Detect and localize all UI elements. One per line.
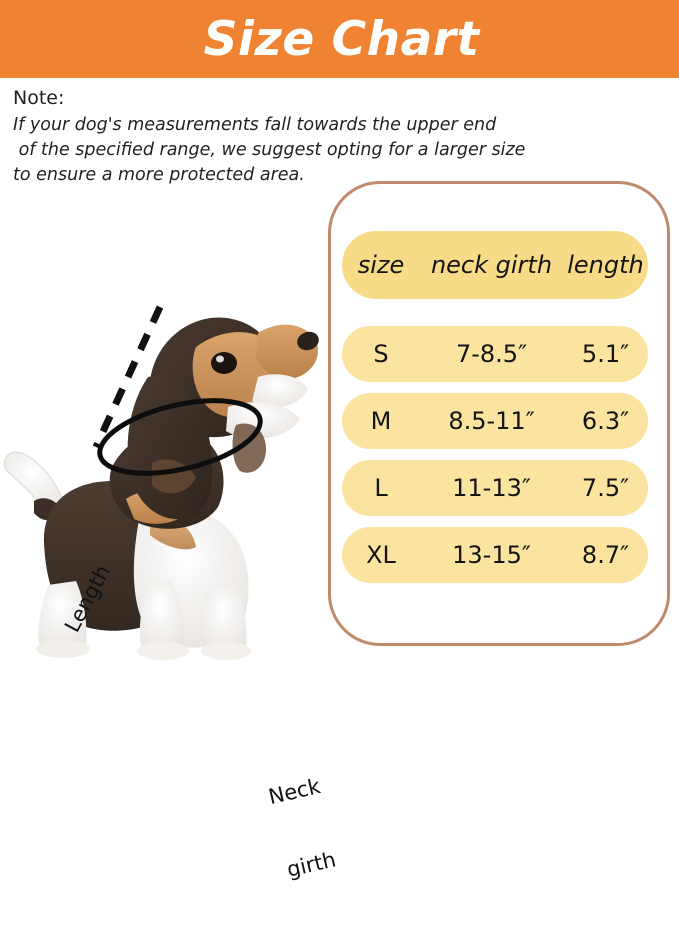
dog-photo: Length Neck girth <box>0 285 338 882</box>
table-row: L 11-13″ 7.5″ <box>342 460 648 516</box>
cell-length: 5.1″ <box>581 340 630 368</box>
beagle-puppy-illustration <box>4 305 319 660</box>
column-header-neck-girth: neck girth <box>430 251 553 279</box>
size-table-frame <box>328 181 670 646</box>
note-heading: Note: <box>13 87 65 109</box>
cell-length: 6.3″ <box>581 407 630 435</box>
note-block: Note: If your dog's measurements fall to… <box>13 86 526 188</box>
page-title: Size Chart <box>203 11 480 67</box>
cell-size: M <box>370 407 392 435</box>
cell-length: 7.5″ <box>581 474 630 502</box>
table-row: M 8.5-11″ 6.3″ <box>342 393 648 449</box>
cell-size: XL <box>366 541 396 569</box>
cell-neck-girth: 8.5-11″ <box>448 407 535 435</box>
length-dashed-line <box>92 305 164 449</box>
note-line-1: If your dog's measurements fall towards … <box>13 115 497 135</box>
note-line-2: of the specified range, we suggest optin… <box>13 140 526 160</box>
cell-length: 8.7″ <box>581 541 630 569</box>
cell-neck-girth: 7-8.5″ <box>455 340 528 368</box>
table-row: S 7-8.5″ 5.1″ <box>342 326 648 382</box>
cell-neck-girth: 13-15″ <box>452 541 531 569</box>
note-line-3: to ensure a more protected area. <box>13 165 305 185</box>
size-table: size neck girth length S 7-8.5″ 5.1″ M 8… <box>342 231 648 594</box>
neck-girth-label-line1: Neck <box>266 773 323 810</box>
neck-girth-label-line2: girth <box>284 847 339 882</box>
header-banner: Size Chart <box>0 0 679 78</box>
column-header-length: length <box>567 251 644 279</box>
cell-neck-girth: 11-13″ <box>452 474 531 502</box>
neck-girth-annotation-label: Neck girth <box>255 725 351 932</box>
cell-size: L <box>374 474 388 502</box>
table-row: XL 13-15″ 8.7″ <box>342 527 648 583</box>
column-header-size: size <box>357 251 405 279</box>
table-header-row: size neck girth length <box>342 231 648 299</box>
cell-size: S <box>373 340 389 368</box>
neck-girth-ring <box>97 398 263 476</box>
